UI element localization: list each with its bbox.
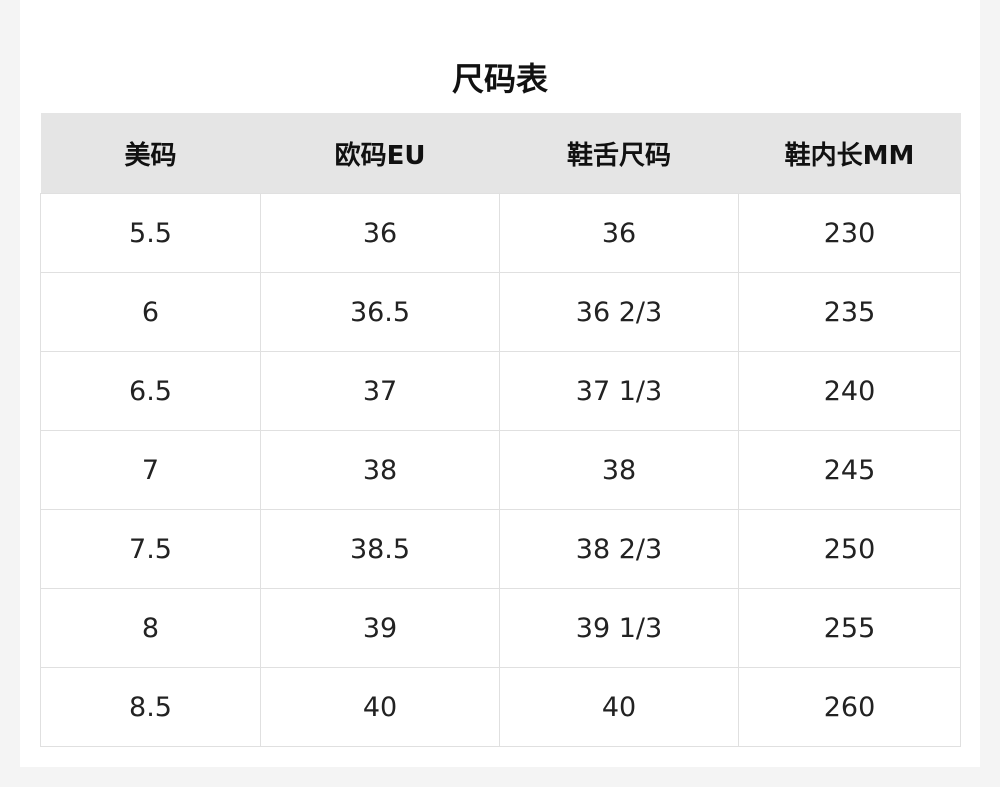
table-cell: 240 (738, 351, 961, 431)
table-cell: 37 1/3 (499, 351, 739, 431)
table-cell: 245 (738, 430, 961, 510)
table-cell: 255 (738, 588, 961, 668)
table-cell: 260 (738, 667, 961, 747)
table-header-row: 美码 欧码EU 鞋舌尺码 鞋内长MM (40, 113, 961, 194)
table-cell: 40 (260, 667, 500, 747)
table-row: 6 36.5 36 2/3 235 (40, 272, 961, 352)
table-cell: 36 2/3 (499, 272, 739, 352)
table-cell: 6 (40, 272, 261, 352)
table-cell: 37 (260, 351, 500, 431)
table-cell: 230 (738, 193, 961, 273)
table-cell: 235 (738, 272, 961, 352)
table-row: 8 39 39 1/3 255 (40, 588, 961, 668)
column-header: 美码 (40, 113, 261, 194)
table-cell: 36 (260, 193, 500, 273)
column-header: 鞋内长MM (738, 113, 961, 194)
table-cell: 7.5 (40, 509, 261, 589)
size-table: 美码 欧码EU 鞋舌尺码 鞋内长MM 5.5 36 36 230 6 36.5 36 2/3 235… (40, 113, 961, 747)
table-cell: 6.5 (40, 351, 261, 431)
table-cell: 39 1/3 (499, 588, 739, 668)
table-row: 8.5 40 40 260 (40, 667, 961, 747)
table-cell: 38.5 (260, 509, 500, 589)
table-cell: 36.5 (260, 272, 500, 352)
table-cell: 39 (260, 588, 500, 668)
table-row: 5.5 36 36 230 (40, 193, 961, 273)
table-cell: 8 (40, 588, 261, 668)
page-title: 尺码表 (451, 60, 548, 98)
table-cell: 40 (499, 667, 739, 747)
table-row: 7 38 38 245 (40, 430, 961, 510)
table-cell: 38 2/3 (499, 509, 739, 589)
table-cell: 5.5 (40, 193, 261, 273)
column-header: 鞋舌尺码 (499, 113, 739, 194)
table-cell: 250 (738, 509, 961, 589)
table-row: 7.5 38.5 38 2/3 250 (40, 509, 961, 589)
table-cell: 36 (499, 193, 739, 273)
table-row: 6.5 37 37 1/3 240 (40, 351, 961, 431)
size-chart-panel: 尺码表 美码 欧码EU 鞋舌尺码 鞋内长MM 5.5 36 36 230 6 36.5 36 2/… (20, 0, 980, 767)
table-cell: 8.5 (40, 667, 261, 747)
column-header: 欧码EU (260, 113, 500, 194)
table-cell: 7 (40, 430, 261, 510)
table-cell: 38 (260, 430, 500, 510)
table-cell: 38 (499, 430, 739, 510)
